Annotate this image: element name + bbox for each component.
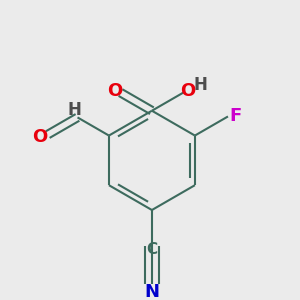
Text: F: F (230, 107, 242, 125)
Text: H: H (68, 101, 82, 119)
Text: O: O (32, 128, 48, 146)
Text: H: H (194, 76, 207, 94)
Text: N: N (144, 283, 159, 300)
Text: O: O (181, 82, 196, 100)
Text: O: O (107, 82, 122, 100)
Text: C: C (146, 242, 158, 257)
